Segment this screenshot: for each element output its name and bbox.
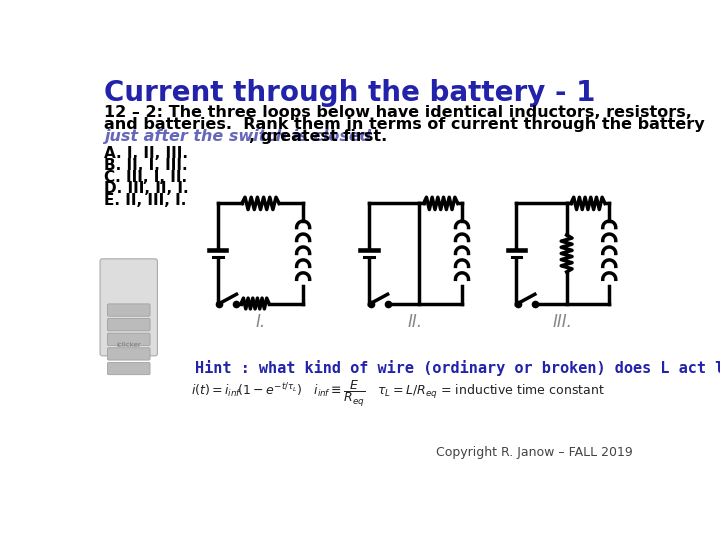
- Text: iclicker: iclicker: [117, 342, 141, 348]
- Text: A. I, II, III.: A. I, II, III.: [104, 146, 188, 161]
- Text: Copyright R. Janow – FALL 2019: Copyright R. Janow – FALL 2019: [436, 446, 632, 459]
- FancyBboxPatch shape: [107, 348, 150, 360]
- Text: Current through the battery - 1: Current through the battery - 1: [104, 79, 595, 107]
- Text: E. II, III, I.: E. II, III, I.: [104, 193, 186, 207]
- FancyBboxPatch shape: [107, 319, 150, 331]
- Text: 12 – 2: The three loops below have identical inductors, resistors,: 12 – 2: The three loops below have ident…: [104, 105, 692, 120]
- FancyBboxPatch shape: [107, 333, 150, 346]
- FancyBboxPatch shape: [107, 362, 150, 375]
- Text: II.: II.: [408, 313, 423, 330]
- Text: I.: I.: [256, 313, 266, 330]
- Text: D. III, II, I.: D. III, II, I.: [104, 181, 189, 196]
- Text: III.: III.: [553, 313, 572, 330]
- Text: $i(t) = i_{inf}\!\left(1 - e^{-t/\tau_L}\right)$   $i_{inf} \equiv \dfrac{E}{R_{: $i(t) = i_{inf}\!\left(1 - e^{-t/\tau_L}…: [191, 378, 605, 408]
- FancyBboxPatch shape: [100, 259, 158, 356]
- Text: Hint : what kind of wire (ordinary or broken) does L act like?: Hint : what kind of wire (ordinary or br…: [194, 360, 720, 376]
- FancyBboxPatch shape: [107, 304, 150, 316]
- Text: and batteries.  Rank them in terms of current through the battery: and batteries. Rank them in terms of cur…: [104, 117, 705, 132]
- Text: B. II, I, III.: B. II, I, III.: [104, 158, 188, 173]
- Text: just after the switch is closed: just after the switch is closed: [104, 130, 372, 145]
- Text: , greatest first.: , greatest first.: [249, 130, 387, 145]
- Text: C. III, I, II.: C. III, I, II.: [104, 170, 187, 185]
